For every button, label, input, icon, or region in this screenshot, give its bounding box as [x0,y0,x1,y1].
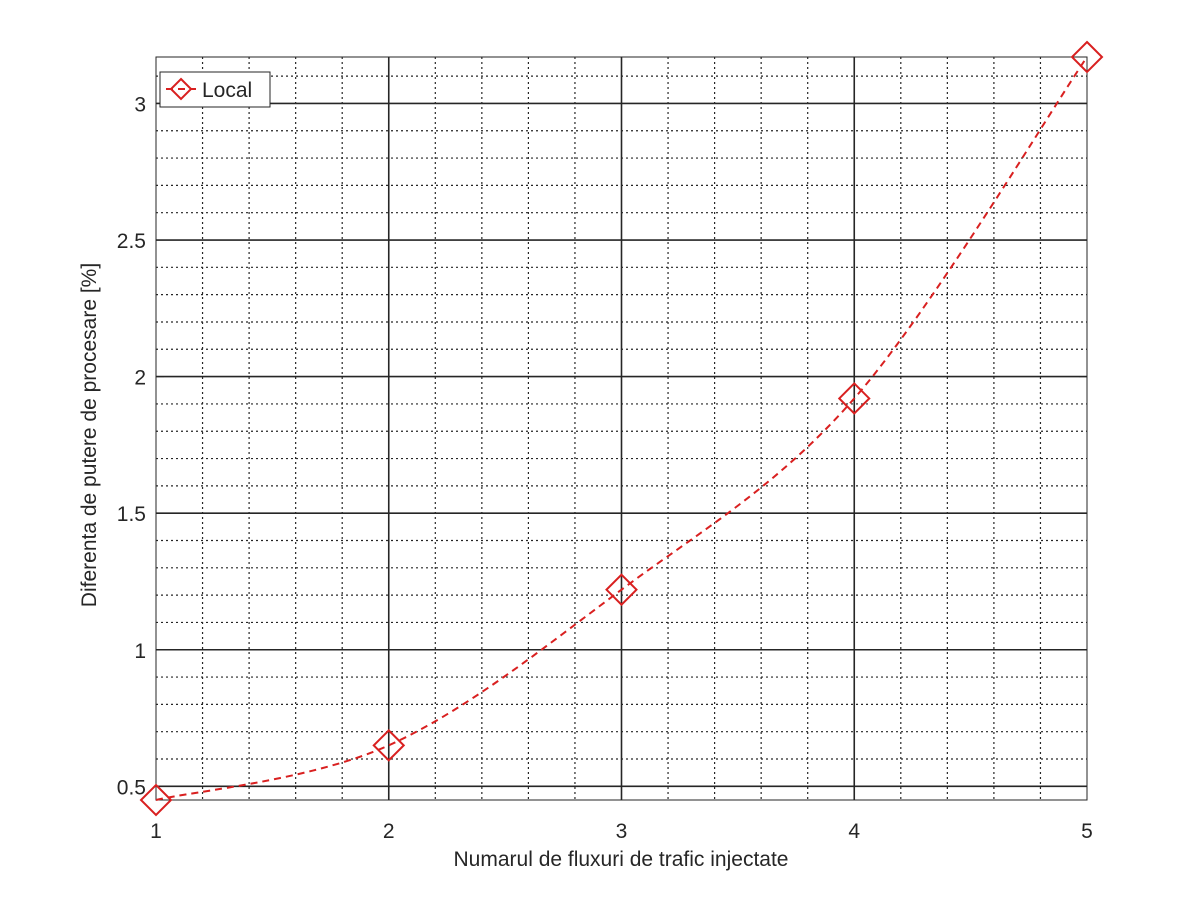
y-tick-label: 1 [134,640,146,663]
data-point-marker [1070,40,1104,74]
y-axis-label: Diferenta de putere de procesare [%] [78,263,101,607]
major-grid [156,57,1087,800]
x-tick-label: 3 [616,820,628,843]
x-tick-label: 5 [1081,820,1093,843]
x-tick-label: 2 [383,820,395,843]
x-axis-label: Numarul de fluxuri de trafic injectate [454,848,789,871]
x-tick-label: 1 [150,820,162,843]
series-line-local [155,56,1088,801]
y-tick-label: 1.5 [117,503,146,526]
axis-ticks: 1 2 3 4 50.511.522.53 [117,57,1093,843]
data-point-marker [837,382,871,415]
y-tick-label: 0.5 [117,776,146,799]
data-point-marker [605,573,638,607]
legend-marker-sample [169,77,193,101]
data-point-marker [139,783,173,817]
x-tick-label: 4 [848,820,860,843]
series-layer [139,40,1104,817]
y-tick-label: 2 [134,367,146,390]
y-tick-label: 3 [134,93,146,116]
data-point-marker [372,728,406,762]
y-tick-label: 2.5 [117,230,146,253]
legend: Local [159,71,271,108]
legend-label: Local [202,79,252,102]
